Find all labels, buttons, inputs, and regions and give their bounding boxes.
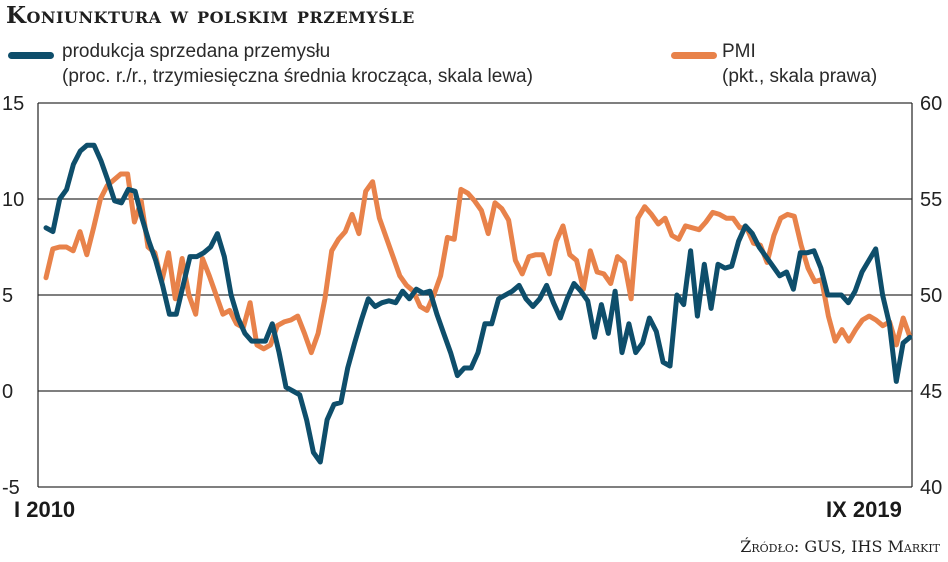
legend-pmi-label: PMI <box>722 41 756 62</box>
left-tick-label-2: 5 <box>2 285 13 307</box>
legend-swatch-pmi <box>671 52 717 59</box>
series-line-pmi <box>43 171 913 356</box>
right-tick-label-4: 40 <box>920 477 942 499</box>
left-tick-label-3: 0 <box>2 381 13 403</box>
left-tick-label-0: 15 <box>2 93 24 115</box>
legend-production-sublabel: (proc. r./r., trzymiesięczna średnia kro… <box>62 66 533 87</box>
right-tick-label-3: 45 <box>920 381 942 403</box>
left-tick-label-1: 10 <box>2 189 24 211</box>
gridlines <box>38 102 912 488</box>
legend-swatch-production <box>8 52 54 59</box>
x-axis-end-label: IX 2019 <box>826 497 902 522</box>
left-axis-ticks: 15 10 5 0 -5 <box>2 93 24 499</box>
source-note: Źródło: GUS, IHS Markit <box>740 537 940 556</box>
series-line-production <box>43 142 913 465</box>
chart-title: Koniunktura w polskim przemyśle <box>6 2 415 29</box>
right-tick-label-1: 55 <box>920 189 942 211</box>
right-tick-label-2: 50 <box>920 285 942 307</box>
right-axis-ticks: 60 55 50 45 40 <box>920 93 942 499</box>
x-axis-start-label: I 2010 <box>14 497 76 522</box>
series-layer <box>43 142 913 465</box>
left-tick-label-4: -5 <box>2 477 20 499</box>
legend-pmi-sublabel: (pkt., skala prawa) <box>722 66 878 87</box>
right-tick-label-0: 60 <box>920 93 942 115</box>
plot-frame <box>37 103 913 487</box>
legend-production-label: produkcja sprzedana przemysłu <box>62 41 331 62</box>
